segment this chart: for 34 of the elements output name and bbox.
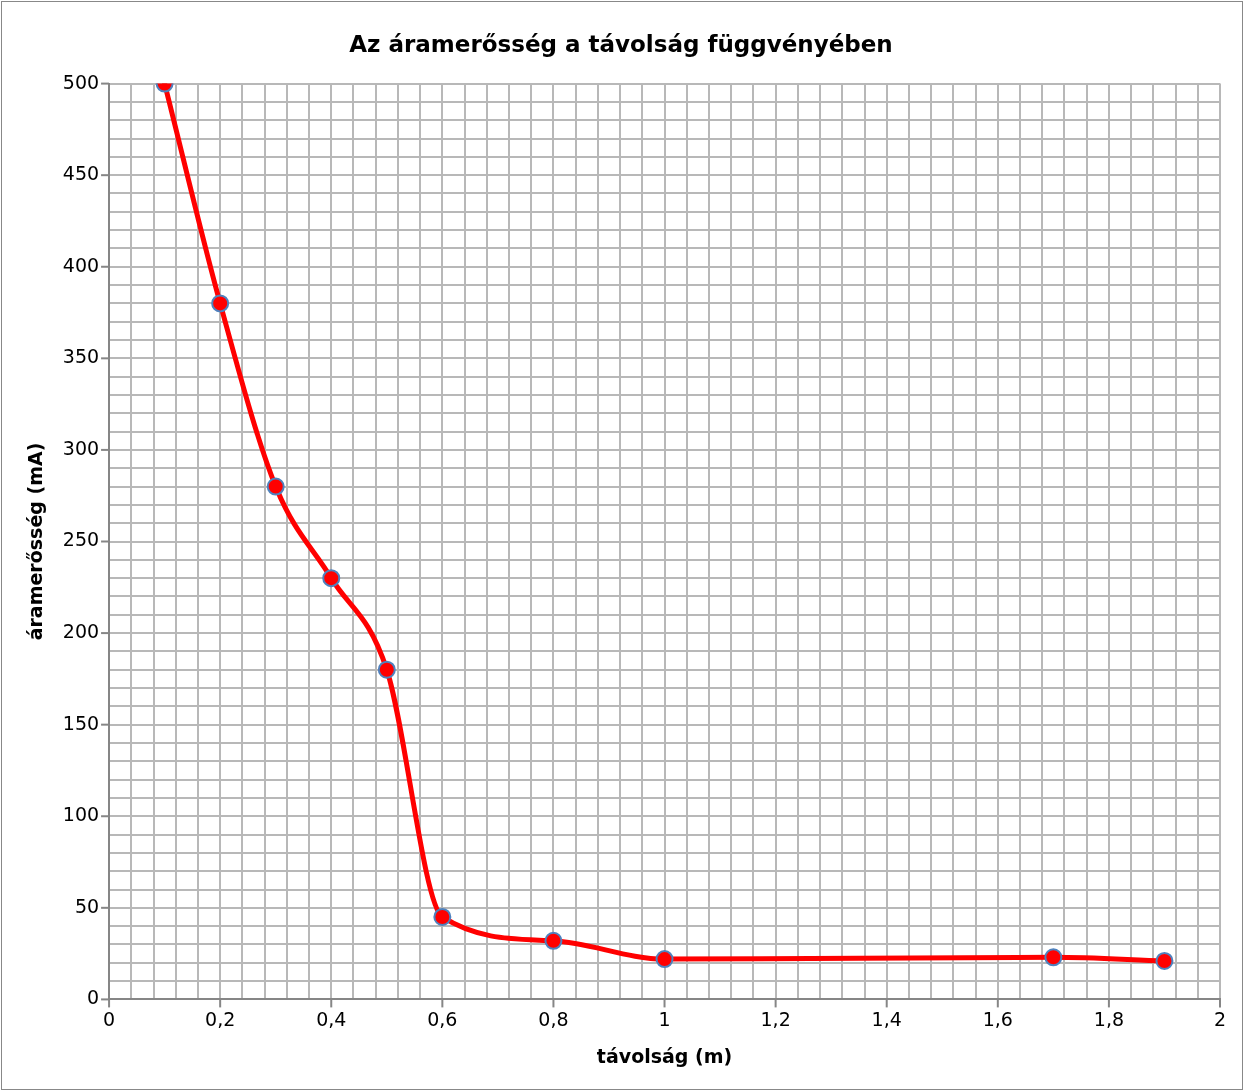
point — [211, 294, 230, 313]
chart-title: Az áramerősség a távolság függvényében — [349, 30, 893, 57]
point — [544, 931, 563, 950]
y-tick-label: 0 — [86, 986, 100, 1009]
x-tick-label: 1,6 — [982, 1007, 1013, 1030]
y-tick-label: 350 — [62, 345, 100, 368]
y-tick-label: 250 — [62, 528, 100, 551]
y-tick-label: 50 — [74, 894, 100, 917]
x-tick-label: 1,4 — [871, 1007, 902, 1030]
point — [1044, 948, 1063, 967]
y-axis-title: áramerősség (mA) — [24, 442, 47, 641]
x-tick-label: 1,8 — [1093, 1007, 1125, 1030]
point — [433, 907, 452, 926]
y-tick-label: 450 — [62, 162, 100, 185]
y-tick-label: 300 — [62, 436, 100, 459]
y-tick-label: 150 — [62, 711, 100, 734]
x-tick-label: 0,4 — [316, 1007, 347, 1030]
point — [655, 950, 674, 969]
y-tick-label: 200 — [62, 620, 100, 643]
x-tick-label: 1 — [658, 1007, 671, 1030]
x-tick-label: 2 — [1213, 1007, 1227, 1030]
x-tick-label: 0,2 — [205, 1007, 236, 1030]
x-tick-label: 0,6 — [427, 1007, 458, 1030]
y-tick-label: 100 — [62, 803, 100, 826]
x-tick-label: 1,2 — [760, 1007, 791, 1030]
x-tick-label: 0,8 — [538, 1007, 569, 1030]
point — [1155, 951, 1174, 970]
point — [377, 660, 396, 679]
y-tick-label: 500 — [62, 70, 100, 93]
x-tick-label: 0 — [103, 1007, 116, 1030]
point — [322, 569, 341, 588]
point — [266, 477, 285, 496]
x-axis-title: távolság (m) — [596, 1044, 733, 1067]
y-tick-label: 400 — [62, 253, 100, 276]
